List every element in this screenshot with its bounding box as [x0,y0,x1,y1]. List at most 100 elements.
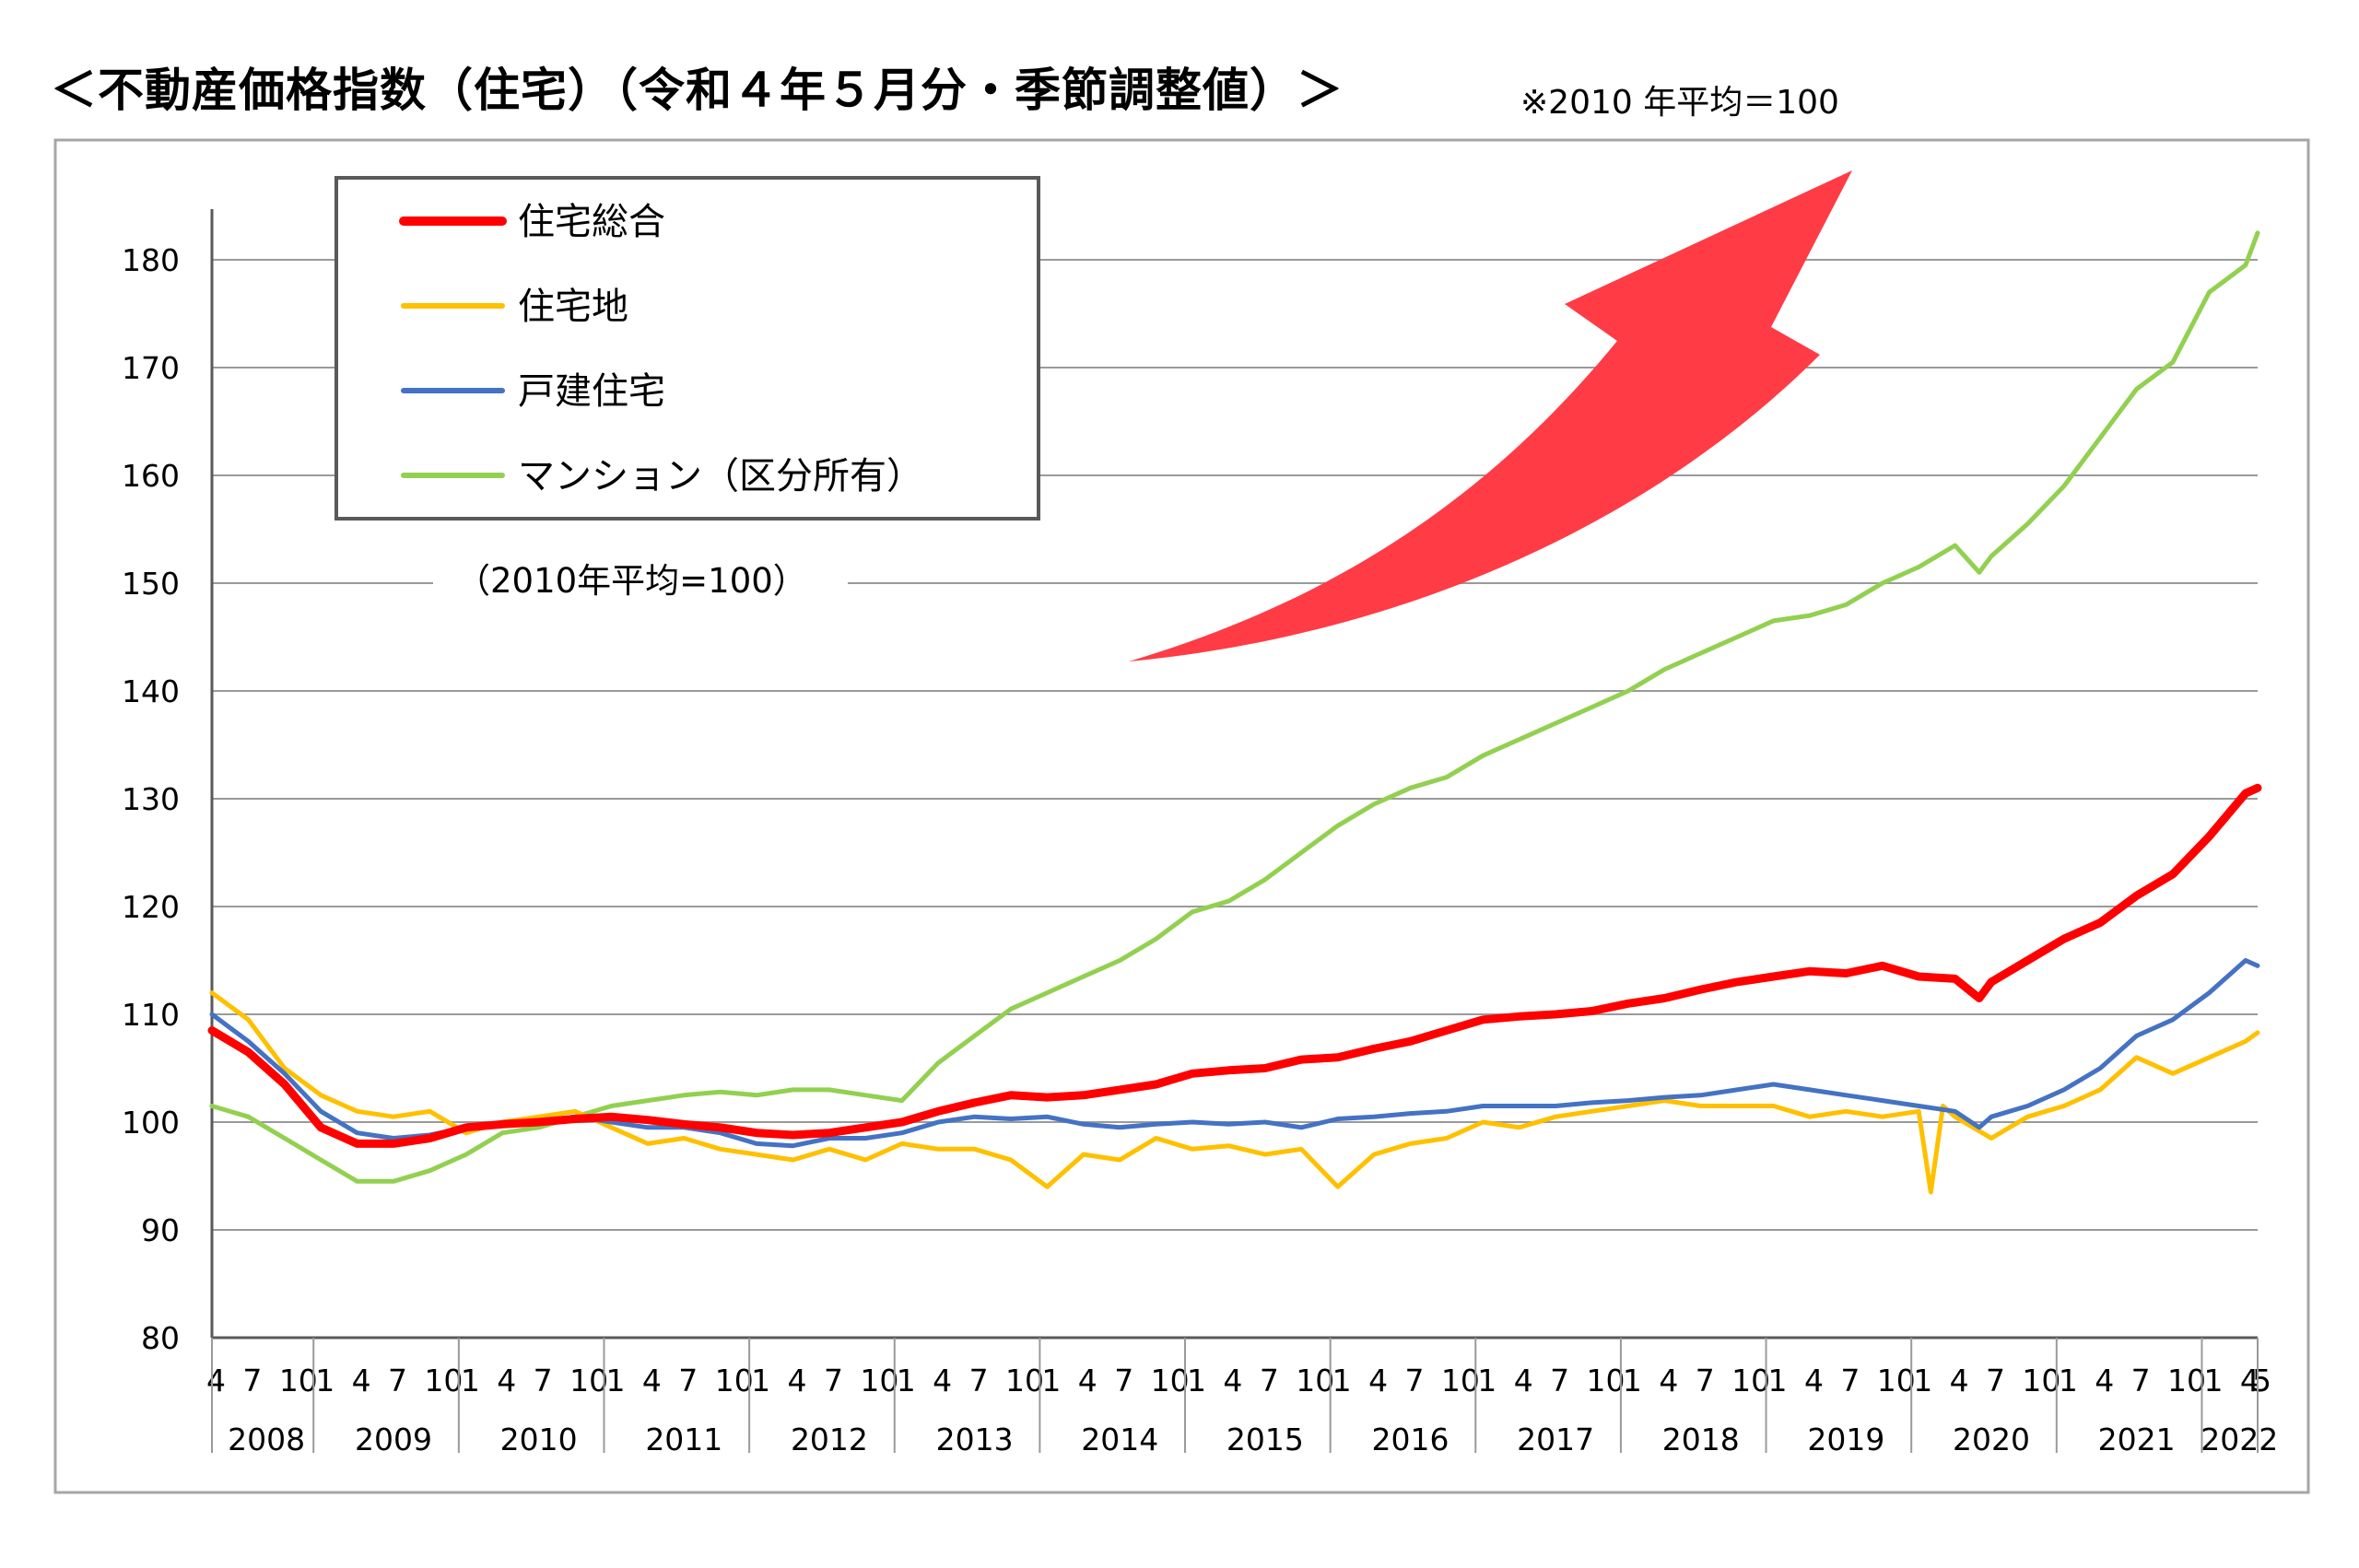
x-month-label: 7 [969,1363,989,1398]
x-month-label: 1 [1623,1363,1642,1398]
inner-note: （2010年平均=100） [456,561,807,601]
x-month-label: 10 [1005,1363,1044,1398]
y-tick-label: 170 [122,350,180,386]
base-year-note: ※2010 年平均＝100 [1520,84,1839,122]
x-month-label: 10 [1441,1363,1480,1398]
x-month-label: 4 [497,1363,516,1398]
x-year-label: 2008 [228,1422,305,1457]
series-line [207,783,2262,1148]
series-lines [207,230,2262,1195]
x-month-label: 10 [1296,1363,1334,1398]
x-month-label: 7 [1986,1363,2005,1398]
x-month-label: 7 [242,1363,262,1398]
x-month-label: 10 [2022,1363,2060,1398]
x-month-label: 10 [1151,1363,1190,1398]
x-year-label: 2010 [500,1422,578,1457]
x-year-label: 2015 [1226,1422,1304,1457]
legend-label: 戸建住宅 [518,370,665,413]
x-month-label: 7 [1840,1363,1860,1398]
x-year-label: 2017 [1517,1422,1594,1457]
y-tick-label: 130 [122,781,180,817]
x-month-label: 1 [1913,1363,1932,1398]
x-month-label: 10 [715,1363,754,1398]
x-month-label: 1 [1768,1363,1788,1398]
x-month-label: 5 [2252,1363,2271,1398]
y-tick-label: 180 [122,242,180,278]
x-year-label: 2014 [1081,1422,1158,1457]
x-month-label: 4 [1659,1363,1678,1398]
x-month-label: 4 [933,1363,952,1398]
y-tick-label: 120 [122,889,180,925]
x-month-label: 4 [2095,1363,2114,1398]
x-year-label: 2011 [645,1422,722,1457]
x-month-label: 1 [2203,1363,2223,1398]
legend-box [334,176,1040,521]
x-year-label: 2016 [1371,1422,1449,1457]
x-month-label: 7 [1404,1363,1424,1398]
y-tick-label: 100 [122,1105,180,1141]
x-month-label: 4 [1950,1363,1969,1398]
legend-label: 住宅総合 [518,201,665,243]
x-year-label: 2009 [355,1422,432,1457]
x-month-label: 1 [461,1363,480,1398]
legend-label: 住宅地 [518,286,628,328]
x-month-label: 1 [1187,1363,1206,1398]
x-month-label: 1 [1477,1363,1496,1398]
x-month-label: 4 [1804,1363,1824,1398]
x-year-label: 2019 [1807,1422,1884,1457]
x-month-label: 7 [678,1363,698,1398]
x-month-label: 1 [605,1363,625,1398]
x-month-label: 10 [1731,1363,1770,1398]
x-month-label: 10 [1877,1363,1916,1398]
y-tick-label: 110 [122,997,180,1033]
x-year-label: 2020 [1953,1422,2030,1457]
x-month-label: 1 [315,1363,334,1398]
x-month-label: 10 [1587,1363,1625,1398]
y-tick-label: 80 [141,1320,180,1356]
x-month-label: 7 [534,1363,553,1398]
x-month-label: 4 [2240,1363,2259,1398]
x-month-label: 10 [860,1363,898,1398]
x-month-label: 1 [897,1363,916,1398]
x-month-label: 4 [206,1363,226,1398]
up-arrow-icon [1129,170,1852,661]
x-month-label: 7 [824,1363,843,1398]
x-year-label: 2013 [936,1422,1014,1457]
x-month-label: 7 [1550,1363,1569,1398]
x-month-label: 10 [424,1363,463,1398]
x-month-label: 4 [642,1363,662,1398]
x-month-label: 1 [751,1363,770,1398]
page-title: ＜不動産価格指数（住宅）（令和４年５月分・季節調整値）＞ [51,64,1344,117]
legend-label: マンション（区分所有） [518,455,923,497]
x-month-label: 10 [2167,1363,2206,1398]
x-year-label: 2018 [1662,1422,1740,1457]
x-month-label: 7 [1260,1363,1279,1398]
x-month-label: 7 [388,1363,407,1398]
y-tick-label: 140 [122,673,180,709]
x-year-label: 2012 [791,1422,868,1457]
y-tick-label: 150 [122,566,180,602]
y-tick-label: 90 [141,1212,180,1248]
x-month-label: 1 [2059,1363,2078,1398]
y-tick-label: 160 [122,458,180,494]
x-month-label: 4 [1223,1363,1242,1398]
y-tick-labels: 80 90 100 110 120 130 140 150 160 170 180 [122,242,180,1356]
x-month-label: 1 [1041,1363,1061,1398]
x-month-label: 4 [352,1363,371,1398]
x-month-label: 4 [788,1363,807,1398]
x-month-label: 7 [2131,1363,2151,1398]
x-month-label: 7 [1114,1363,1133,1398]
x-month-label: 10 [279,1363,318,1398]
x-month-label: 4 [1078,1363,1097,1398]
x-month-label: 4 [1514,1363,1533,1398]
axes [210,209,2258,1340]
x-month-label: 1 [1332,1363,1352,1398]
x-year-label: 2021 [2098,1422,2176,1457]
x-month-label: 4 [1368,1363,1388,1398]
x-month-label: 10 [569,1363,608,1398]
x-month-label: 7 [1696,1363,1715,1398]
x-year-label: 2022 [2201,1422,2278,1457]
